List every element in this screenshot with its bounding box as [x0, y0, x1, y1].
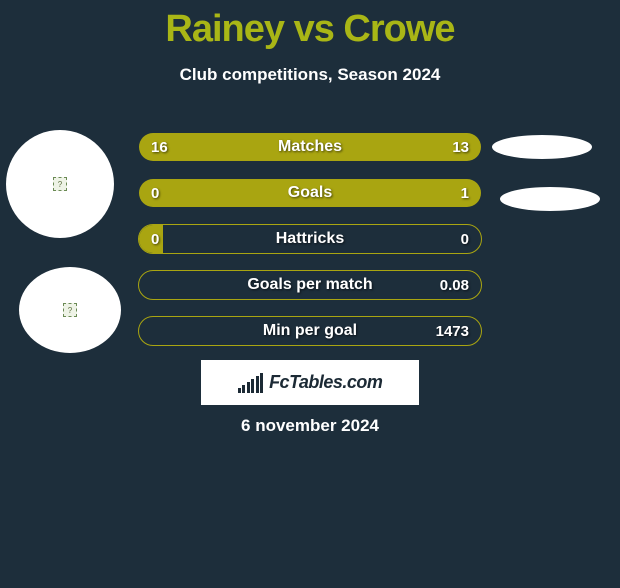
bars-icon — [238, 373, 264, 393]
date-label: 6 november 2024 — [0, 416, 620, 436]
image-placeholder-icon: ? — [63, 303, 77, 317]
right-ellipse-2 — [500, 187, 600, 211]
stat-row: 0Hattricks0 — [138, 224, 482, 254]
subtitle: Club competitions, Season 2024 — [0, 65, 620, 85]
stat-value-right: 13 — [452, 133, 469, 161]
image-placeholder-icon: ? — [53, 177, 67, 191]
stat-label: Hattricks — [139, 225, 481, 253]
stat-value-right: 0.08 — [440, 271, 469, 299]
stat-row: 0Goals1 — [138, 178, 482, 208]
stat-label: Goals — [139, 179, 481, 207]
stats-container: 16Matches130Goals10Hattricks0Goals per m… — [138, 132, 482, 362]
stat-label: Matches — [139, 133, 481, 161]
stat-value-right: 1 — [461, 179, 469, 207]
player1-avatar: ? — [6, 130, 114, 238]
stat-value-right: 0 — [461, 225, 469, 253]
stat-row: Min per goal1473 — [138, 316, 482, 346]
page-title: Rainey vs Crowe — [0, 8, 620, 51]
stat-row: 16Matches13 — [138, 132, 482, 162]
player2-avatar: ? — [19, 267, 121, 353]
stat-label: Goals per match — [139, 271, 481, 299]
fctables-logo[interactable]: FcTables.com — [201, 360, 419, 405]
stat-value-right: 1473 — [436, 317, 469, 345]
stat-label: Min per goal — [139, 317, 481, 345]
logo-text: FcTables.com — [269, 372, 382, 393]
right-ellipse-1 — [492, 135, 592, 159]
stat-row: Goals per match0.08 — [138, 270, 482, 300]
